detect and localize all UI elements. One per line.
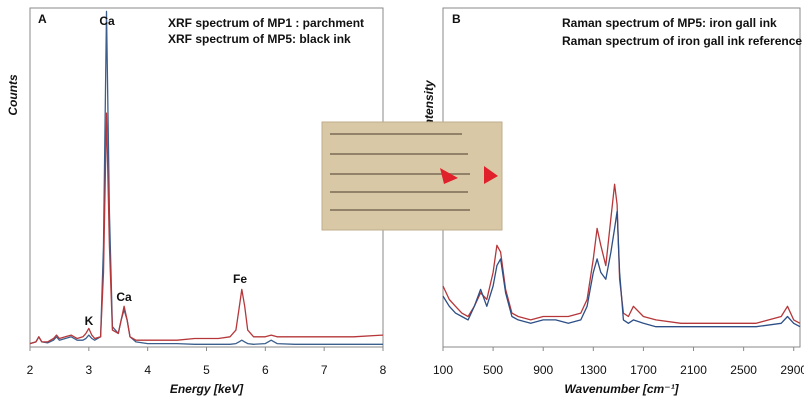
x-tick-label: 5 [203,363,210,377]
x-tick-label: 2500 [730,363,757,377]
peak-label: Ca [99,14,115,28]
red-arrow [440,168,458,184]
x-tick-label: 500 [483,363,503,377]
x-tick-label: 1300 [580,363,607,377]
x-tick-label: 3 [85,363,92,377]
y-axis-label: Counts [6,74,20,116]
spectrum-line [29,112,384,345]
x-tick-label: 8 [380,363,387,377]
spectrum-line [442,210,801,328]
x-tick-label: 1700 [630,363,657,377]
x-tick-label: 2100 [680,363,707,377]
photo [321,121,503,231]
legend-entry: XRF spectrum of MP5: black ink [168,32,351,46]
peak-label: Fe [233,272,247,286]
x-tick-label: 100 [433,363,453,377]
red-arrow [484,166,498,184]
peak-label: K [85,314,94,328]
panel-label: B [452,12,461,26]
x-axis-label: Wavenumber [cm⁻¹] [564,382,679,396]
x-axis-label: Energy [keV] [170,382,244,396]
panel-label: A [38,12,47,26]
peak-label: Ca [116,290,132,304]
x-tick-label: 2900 [780,363,804,377]
legend-entry: Raman spectrum of MP5: iron gall ink [562,16,777,30]
photo-inset [321,121,503,231]
x-tick-label: 6 [262,363,269,377]
legend-entry: XRF spectrum of MP1 : parchment [168,16,364,30]
spectrum-line [442,183,801,324]
x-tick-label: 2 [27,363,34,377]
x-tick-label: 900 [533,363,553,377]
x-tick-label: 4 [144,363,151,377]
script-lines [330,133,470,211]
legend-entry: Raman spectrum of iron gall ink referenc… [562,34,802,48]
x-tick-label: 7 [321,363,328,377]
y-axis-label: Intensity [422,79,436,130]
